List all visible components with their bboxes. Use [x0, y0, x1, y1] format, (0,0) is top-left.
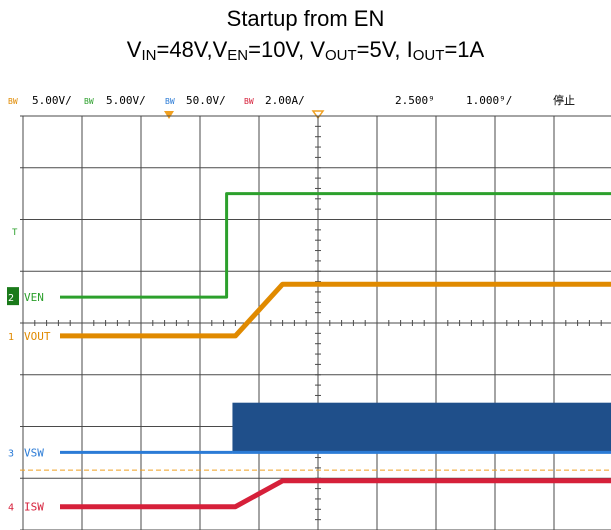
- channel-labels: 2 VEN 1 VOUT 3 VSW 4 ISW T: [7, 228, 51, 514]
- v-in-base: V: [126, 37, 142, 62]
- v-out-sub: OUT: [325, 47, 357, 64]
- channel-marker-box-ven: [7, 287, 19, 306]
- status-bar: BW 5.00V/ BW 5.00V/ BW 50.0V/ BW 2.00A/ …: [8, 93, 575, 107]
- channel-number-isw: 4: [8, 503, 14, 514]
- time-reference-marker: [311, 110, 325, 120]
- channel-number-ven: 2: [8, 293, 14, 304]
- channel-number-vout: 1: [8, 332, 14, 343]
- oscilloscope-screen: BW 5.00V/ BW 5.00V/ BW 50.0V/ BW 2.00A/ …: [7, 93, 611, 530]
- graticule: [20, 115, 611, 530]
- v-out-base: V: [310, 37, 325, 62]
- ch2-scale: 5.00V/: [106, 94, 146, 107]
- v-en-val: =10V,: [248, 37, 311, 62]
- channel-number-vsw: 3: [8, 448, 14, 459]
- v-en-sub: EN: [227, 47, 249, 64]
- trigger-t-marker: T: [12, 228, 18, 238]
- channel-label-isw: ISW: [24, 501, 44, 514]
- waveform-traces: [20, 192, 611, 510]
- trace-isw: [60, 478, 611, 510]
- v-out-val: =5V,: [356, 37, 407, 62]
- v-in-val: =48V,: [156, 37, 213, 62]
- ch3-bw-label: BW: [165, 97, 175, 106]
- ch2-bw-label: BW: [84, 97, 94, 106]
- trigger-position-marker: [164, 111, 174, 119]
- ch1-bw-label: BW: [8, 97, 18, 106]
- i-out-sub: OUT: [412, 47, 445, 64]
- channel-label-vout: VOUT: [24, 330, 51, 343]
- channel-label-vsw: VSW: [24, 446, 44, 459]
- trace-ven: [60, 192, 611, 299]
- trace-vout: [60, 281, 611, 339]
- ch1-scale: 5.00V/: [32, 94, 72, 107]
- i-out-val: =1A: [444, 37, 485, 62]
- ch4-scale: 2.00A/: [265, 94, 305, 107]
- channel-label-ven: VEN: [24, 291, 44, 304]
- i-out-base: I: [406, 37, 413, 62]
- trigger-time: 2.500⁹: [395, 94, 435, 107]
- chart-subtitle: VIN=48V,VEN=10V, VOUT=5V, IOUT=1A: [0, 37, 611, 64]
- timebase: 1.000⁹/: [466, 94, 512, 107]
- v-en-base: V: [212, 37, 228, 62]
- ch3-scale: 50.0V/: [186, 94, 226, 107]
- ch4-bw-label: BW: [244, 97, 254, 106]
- v-in-sub: IN: [141, 47, 157, 64]
- run-state: 停止: [553, 93, 575, 107]
- chart-title: Startup from EN: [226, 6, 385, 31]
- trace-vsw-switching: [232, 402, 611, 453]
